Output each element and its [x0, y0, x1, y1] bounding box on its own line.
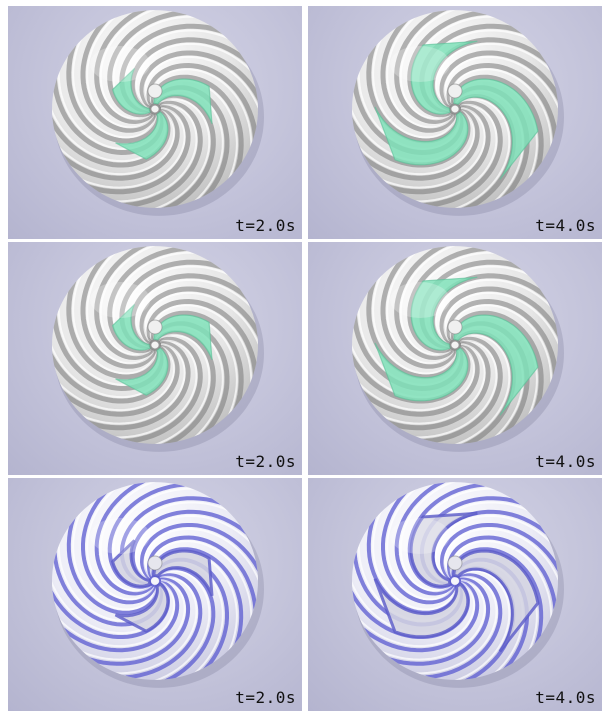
time-label: t=4.0s — [535, 688, 596, 707]
fluid-arm — [409, 511, 478, 588]
fluid-arm — [374, 342, 469, 402]
fluid-arm — [111, 303, 151, 351]
time-label: t=2.0s — [235, 688, 296, 707]
panel-row3-left: t=2.0s — [8, 478, 302, 711]
sphere-render — [52, 246, 264, 452]
fluid-arm — [114, 582, 170, 633]
time-label: t=4.0s — [535, 452, 596, 471]
fluid-arm — [153, 314, 213, 361]
fluid-arm — [374, 106, 469, 166]
fluid-arm — [152, 549, 214, 597]
fluid-arm — [153, 78, 213, 125]
fluid-arm — [115, 111, 169, 160]
time-label: t=2.0s — [235, 216, 296, 235]
fluid-arm — [453, 314, 539, 416]
panel-row1-left: t=2.0s — [8, 6, 302, 239]
sphere-render — [52, 482, 264, 688]
sphere-render — [352, 482, 564, 688]
time-label: t=2.0s — [235, 452, 296, 471]
sphere-render — [52, 10, 264, 216]
panel-row3-right: t=4.0s — [308, 478, 602, 711]
fluid-arm — [410, 276, 478, 351]
sphere-render — [352, 10, 564, 216]
panel-row1-right: t=4.0s — [308, 6, 602, 239]
fluid-arm — [115, 347, 169, 396]
fluid-arm — [452, 549, 540, 653]
fluid-arm — [110, 539, 152, 588]
panel-row2-left: t=2.0s — [8, 242, 302, 475]
fluid-arm — [453, 78, 539, 180]
panel-row2-right: t=4.0s — [308, 242, 602, 475]
fluid-arm — [373, 578, 470, 639]
sphere-render — [352, 246, 564, 452]
time-label: t=4.0s — [535, 216, 596, 235]
fluid-arm — [410, 40, 478, 115]
fluid-arm — [111, 67, 151, 115]
